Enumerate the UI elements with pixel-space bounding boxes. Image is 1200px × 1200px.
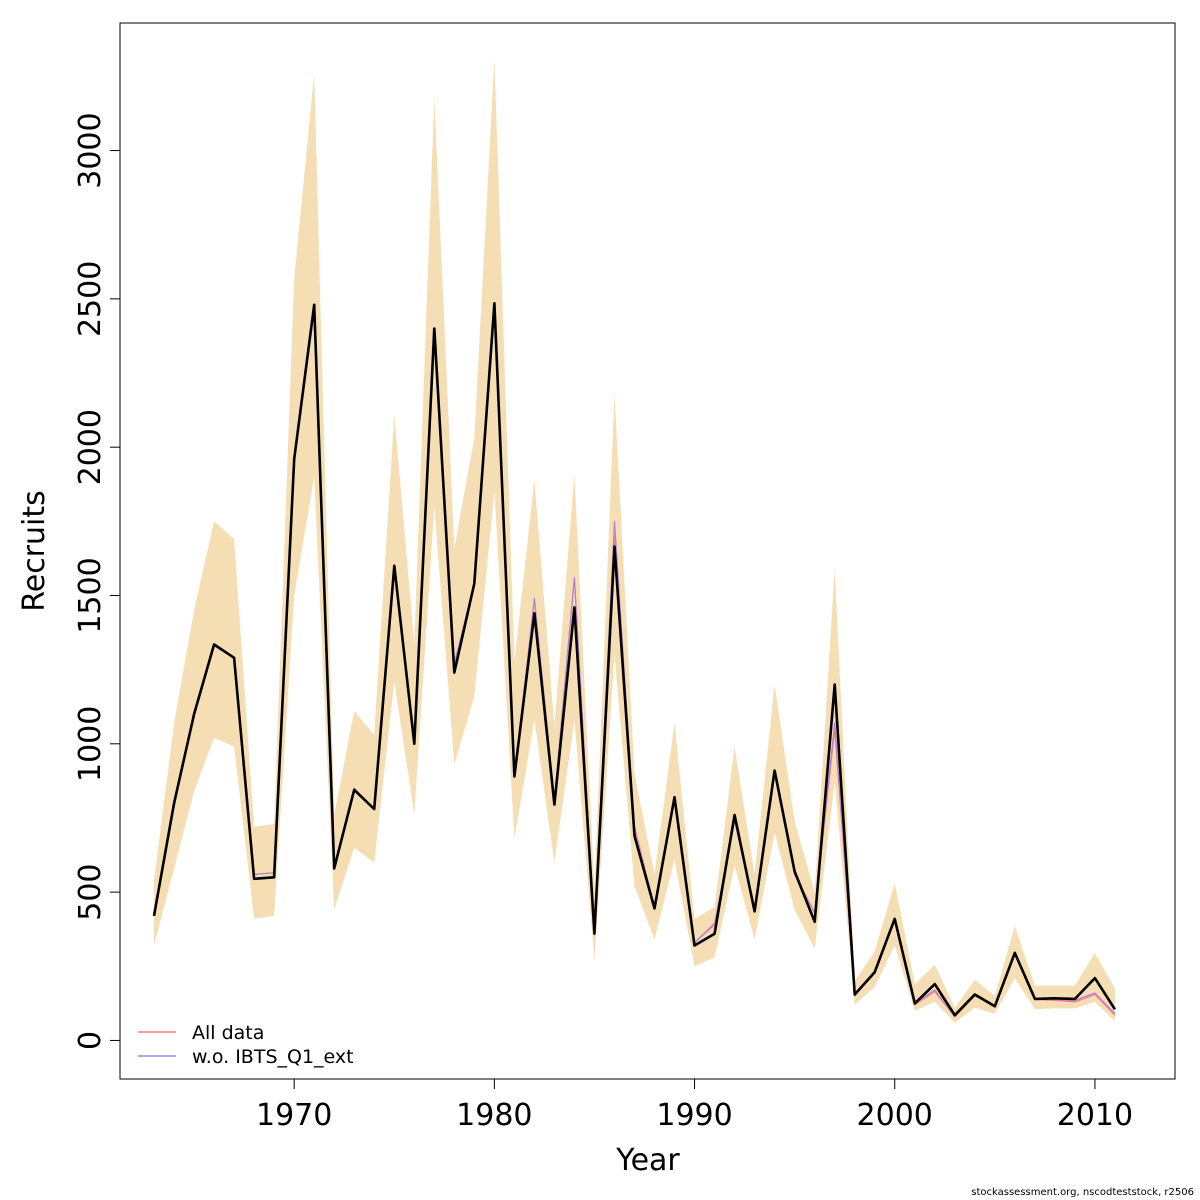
series-line-2	[152, 301, 1116, 1017]
y-tick-label: 1000	[73, 706, 108, 782]
x-tick-label: 1990	[656, 1098, 732, 1133]
x-axis: 1970 1980 1990 2000 2010	[256, 1078, 1133, 1133]
x-axis-label: Year	[615, 1143, 680, 1178]
legend-label: w.o. IBTS_Q1_ext	[192, 1046, 354, 1068]
x-tick-label: 1980	[456, 1098, 532, 1133]
y-tick-label: 1500	[73, 557, 108, 633]
y-tick-label: 2000	[73, 409, 108, 485]
y-tick-label: 500	[73, 863, 108, 920]
y-axis-label: Recruits	[17, 490, 52, 612]
y-tick-label: 0	[73, 1031, 108, 1050]
series-layer	[152, 301, 1116, 1018]
y-tick-label: 3000	[73, 112, 108, 188]
y-axis: 0 500 1000 1500 2000 2500 3000	[73, 112, 121, 1050]
x-tick-label: 2010	[1057, 1098, 1133, 1133]
legend-label: All data	[192, 1022, 264, 1044]
y-tick-label: 2500	[73, 261, 108, 337]
x-tick-label: 1970	[256, 1098, 332, 1133]
x-tick-label: 2000	[857, 1098, 933, 1133]
footer-credit: stockassessment.org, nscodteststock, r25…	[971, 1187, 1194, 1198]
